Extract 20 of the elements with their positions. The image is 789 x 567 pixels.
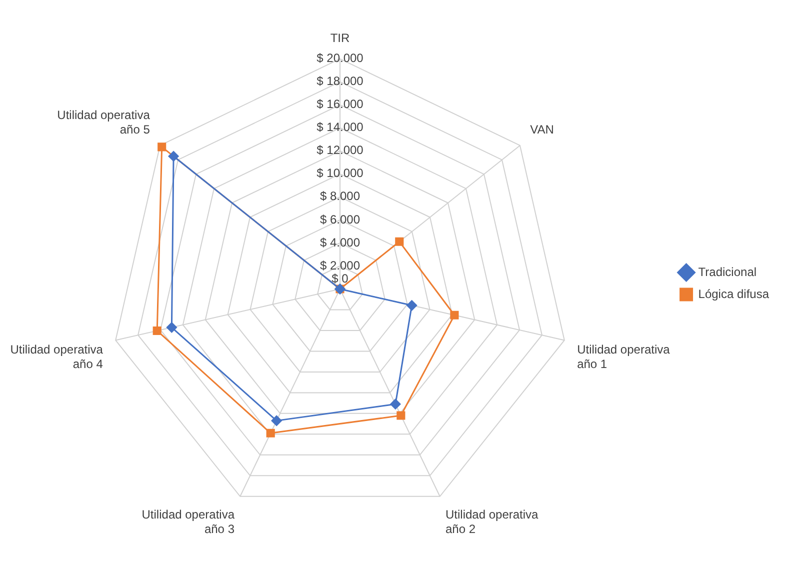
y-tick-label: $ 18.000 — [316, 74, 364, 88]
y-tick-label: $ 12.000 — [316, 143, 364, 158]
spoke-label: Utilidad operativa año 5 — [57, 108, 150, 136]
legend-label: Lógica difusa — [698, 286, 770, 301]
spoke-label: Utilidad operativa año 4 — [10, 342, 104, 372]
y-tick-label: $ 6.000 — [320, 212, 360, 226]
spoke-label: TIR — [330, 30, 350, 45]
y-tick-label: $ 2.000 — [320, 258, 360, 272]
spoke-label: Utilidad operativa año 2 — [446, 508, 539, 536]
y-tick-label: $ 4.000 — [320, 235, 360, 250]
y-tick-label: $ 20.000 — [316, 51, 364, 66]
spoke-label: Utilidad operativa año 3 — [142, 508, 235, 536]
y-tick-label: $ 0 — [332, 271, 349, 286]
y-tick-label: $ 10.000 — [316, 166, 364, 180]
y-tick-label: $ 16.000 — [316, 97, 364, 112]
y-tick-label: $ 8.000 — [320, 189, 360, 204]
legend-label: Tradicional — [698, 264, 757, 279]
spoke-label: Utilidad operativa año 1 — [577, 342, 670, 372]
y-tick-label: $ 14.000 — [316, 120, 364, 134]
spoke-label: VAN — [530, 122, 554, 136]
